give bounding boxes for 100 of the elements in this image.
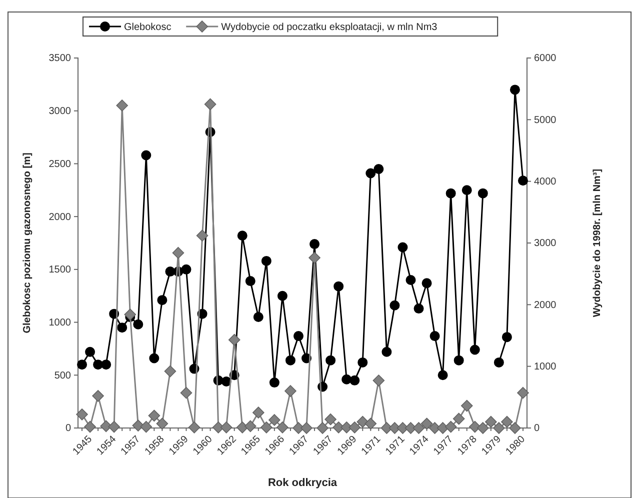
- point: [204, 98, 216, 110]
- point: [382, 346, 392, 357]
- point: [485, 416, 497, 428]
- point: [181, 264, 192, 274]
- point: [350, 375, 360, 386]
- point: [436, 422, 449, 434]
- point: [477, 422, 489, 434]
- point: [252, 406, 264, 418]
- point: [124, 308, 136, 320]
- point: [276, 421, 288, 434]
- point: [316, 422, 328, 434]
- point: [284, 385, 296, 397]
- y-tick-label: 1500: [48, 264, 72, 276]
- point: [101, 360, 112, 370]
- y2-tick-label: 4000: [534, 176, 557, 188]
- legend-label: Wydobycie od poczatku eksploatacji, w mln Nm3: [221, 22, 438, 33]
- point: [228, 334, 240, 346]
- point: [430, 331, 440, 342]
- point: [188, 421, 200, 434]
- point: [462, 185, 472, 196]
- point: [149, 353, 160, 364]
- point: [269, 378, 280, 388]
- point: [438, 370, 448, 380]
- point: [478, 188, 488, 198]
- y2-tick-label: 3000: [534, 238, 557, 250]
- point: [84, 420, 96, 433]
- point: [196, 230, 208, 242]
- point: [517, 386, 529, 399]
- point: [406, 275, 416, 285]
- point: [494, 357, 504, 368]
- point: [165, 266, 176, 277]
- point: [92, 390, 104, 402]
- point: [237, 230, 248, 241]
- point: [452, 412, 465, 425]
- point: [300, 422, 312, 434]
- point: [493, 422, 505, 434]
- point: [310, 239, 320, 250]
- point: [470, 344, 480, 355]
- point: [501, 416, 513, 428]
- point: [157, 295, 168, 306]
- point: [172, 246, 184, 259]
- point: [100, 420, 112, 432]
- legend-label: Glebokosc: [124, 22, 172, 33]
- point: [253, 312, 264, 322]
- point: [76, 408, 88, 420]
- y2-tick-label: 5000: [534, 114, 557, 126]
- point: [390, 300, 400, 310]
- point: [412, 422, 425, 434]
- point: [116, 100, 128, 112]
- y-tick-label: 3500: [48, 53, 72, 64]
- y2-axis-title: Wydobycie do 1998r. [mln Nm³]: [592, 168, 603, 318]
- point: [236, 421, 248, 434]
- point: [398, 242, 408, 252]
- point: [420, 418, 433, 430]
- point: [285, 355, 296, 366]
- point: [366, 168, 376, 178]
- y-tick-label: 0: [65, 423, 72, 434]
- point: [374, 164, 384, 174]
- y-axis-title: Glebokosc poziomu gazonosnego [m]: [22, 152, 33, 334]
- point: [220, 421, 232, 434]
- point: [133, 319, 144, 330]
- point: [510, 84, 520, 95]
- point: [460, 400, 473, 412]
- point: [261, 256, 272, 266]
- point: [468, 420, 481, 433]
- point: [356, 416, 369, 428]
- point: [156, 418, 168, 430]
- point: [164, 365, 176, 378]
- x-axis-title: Rok odkrycia: [268, 477, 338, 489]
- point: [372, 374, 385, 386]
- point: [268, 414, 280, 426]
- y-tick-label: 3000: [48, 106, 72, 118]
- point: [446, 188, 456, 198]
- point: [140, 420, 152, 433]
- point: [454, 355, 464, 366]
- y-tick-label: 2500: [48, 158, 72, 170]
- y2-tick-label: 0: [534, 423, 540, 434]
- point: [444, 420, 457, 433]
- point: [245, 276, 256, 286]
- y2-tick-label: 6000: [534, 53, 557, 64]
- point: [141, 150, 152, 160]
- y2-tick-label: 2000: [534, 300, 557, 311]
- point: [293, 331, 304, 342]
- point: [518, 176, 528, 186]
- point: [180, 386, 192, 399]
- point: [364, 418, 377, 430]
- y-tick-label: 500: [54, 370, 72, 382]
- y-tick-label: 1000: [48, 317, 72, 328]
- point: [340, 421, 352, 434]
- point: [85, 346, 96, 357]
- point: [148, 410, 160, 422]
- point: [277, 290, 288, 301]
- y-tick-label: 2000: [48, 212, 72, 223]
- point: [324, 413, 336, 426]
- point: [342, 374, 352, 384]
- point: [334, 281, 344, 292]
- point: [77, 360, 88, 370]
- point: [132, 420, 144, 432]
- point: [221, 376, 232, 386]
- point: [332, 421, 344, 434]
